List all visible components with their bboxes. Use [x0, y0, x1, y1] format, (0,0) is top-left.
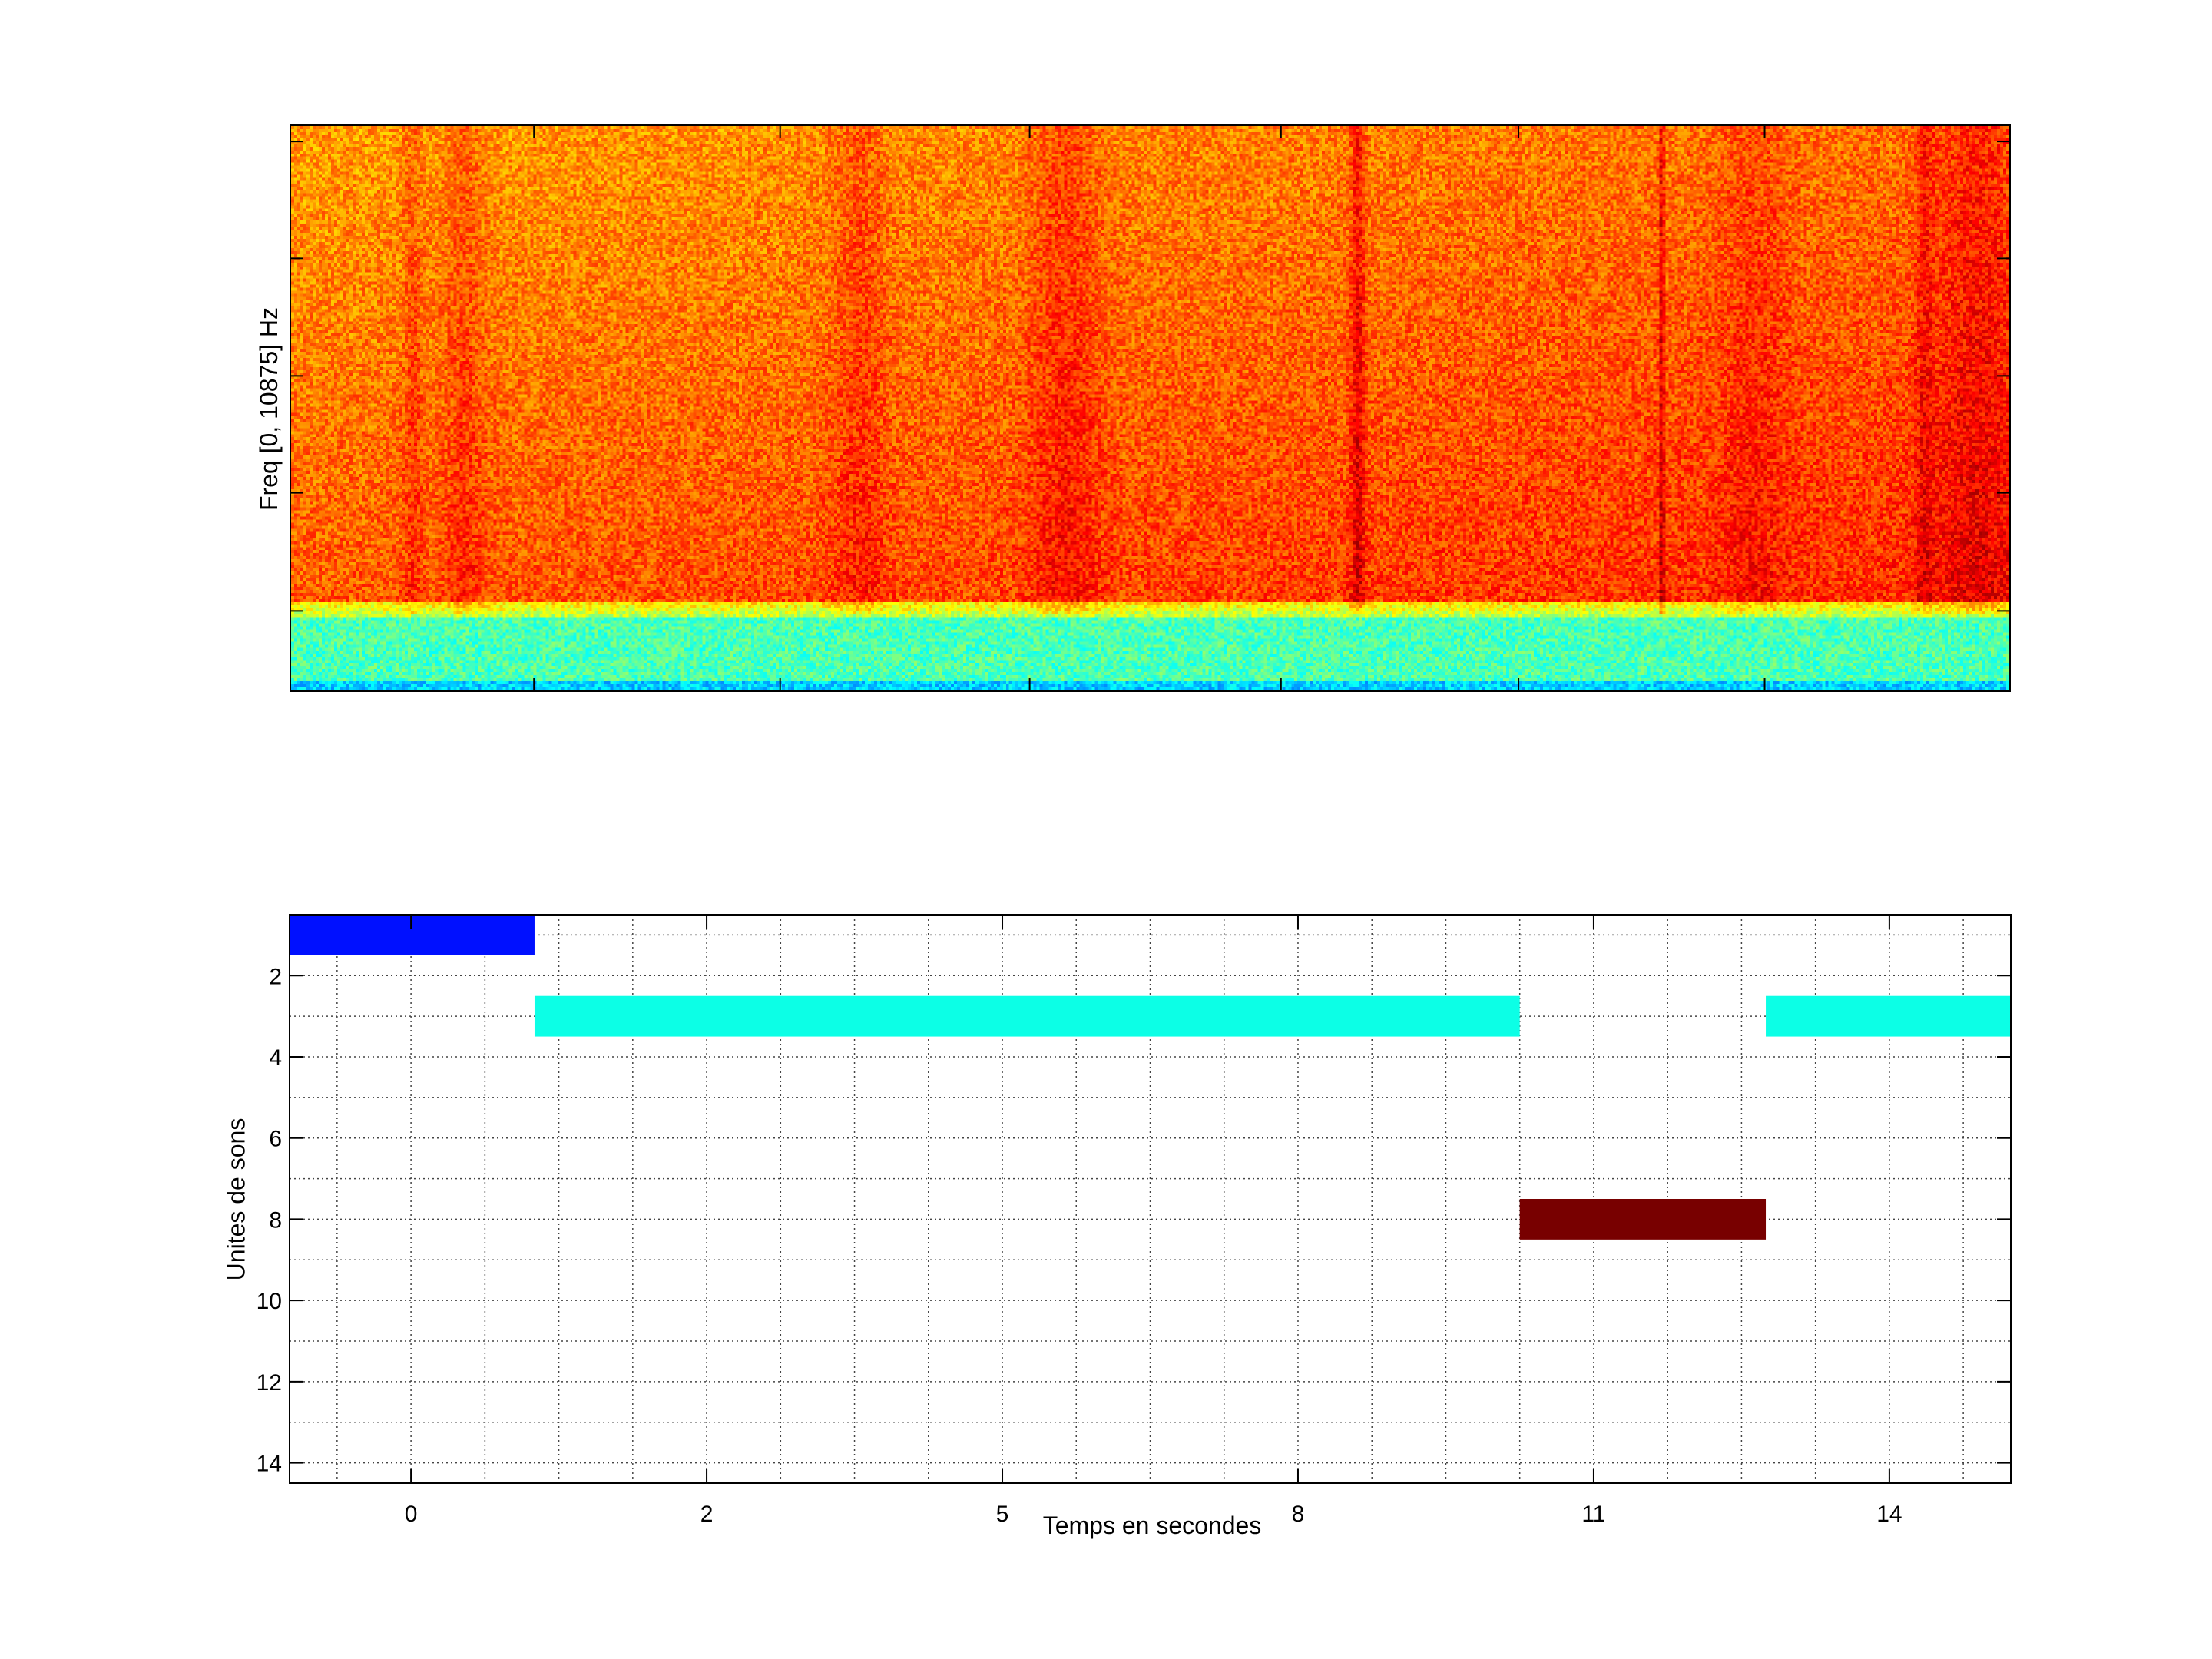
y-tick-label: 10 [257, 1289, 282, 1314]
x-tick-label: 8 [1292, 1502, 1305, 1527]
y-tick-label: 6 [269, 1127, 282, 1152]
spectrogram-axes [290, 124, 2011, 692]
spectrogram-image [291, 126, 2009, 690]
x-tick-label: 0 [405, 1502, 418, 1527]
plot-frame [289, 914, 2012, 1484]
x-tick-label: 5 [996, 1502, 1009, 1527]
unit-segment-8 [1519, 1199, 1767, 1240]
y-tick-label: 14 [257, 1452, 282, 1477]
unit-segment-3 [1766, 995, 2011, 1037]
x-tick-label: 14 [1876, 1502, 1902, 1527]
y-tick-label: 8 [269, 1207, 282, 1233]
time-x-label: Temps en secondes [1042, 1512, 1262, 1539]
units-y-label: Unites de sons [222, 1118, 250, 1280]
x-tick-label: 11 [1581, 1502, 1605, 1527]
x-tick-label: 2 [700, 1502, 714, 1527]
y-tick-label: 4 [269, 1045, 282, 1071]
y-tick-label: 12 [257, 1370, 282, 1396]
y-tick-label: 2 [269, 964, 282, 989]
unit-segment-1 [290, 915, 535, 955]
unit-segment-3 [534, 995, 1520, 1037]
